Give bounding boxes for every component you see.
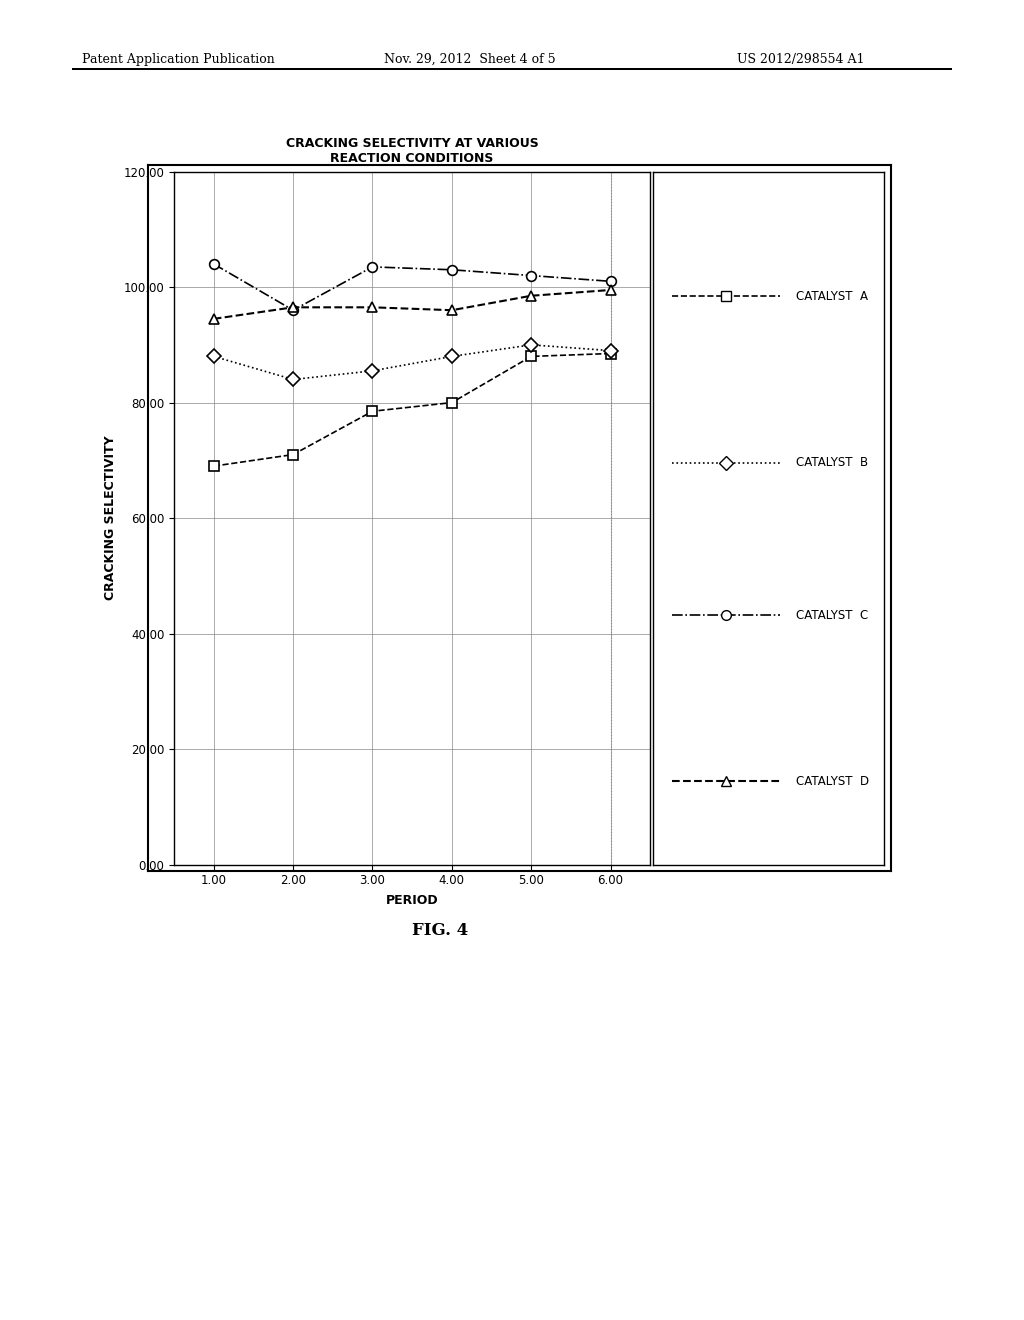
Text: CATALYST  A: CATALYST A [797, 290, 868, 302]
Text: FIG. 4: FIG. 4 [413, 923, 468, 939]
Text: CATALYST  B: CATALYST B [797, 457, 868, 469]
Y-axis label: CRACKING SELECTIVITY: CRACKING SELECTIVITY [103, 436, 117, 601]
Text: US 2012/298554 A1: US 2012/298554 A1 [737, 53, 865, 66]
Text: Nov. 29, 2012  Sheet 4 of 5: Nov. 29, 2012 Sheet 4 of 5 [384, 53, 556, 66]
X-axis label: PERIOD: PERIOD [386, 894, 438, 907]
Text: CATALYST  D: CATALYST D [797, 775, 869, 788]
Title: CRACKING SELECTIVITY AT VARIOUS
REACTION CONDITIONS: CRACKING SELECTIVITY AT VARIOUS REACTION… [286, 137, 539, 165]
Text: Patent Application Publication: Patent Application Publication [82, 53, 274, 66]
Text: CATALYST  C: CATALYST C [797, 609, 868, 622]
